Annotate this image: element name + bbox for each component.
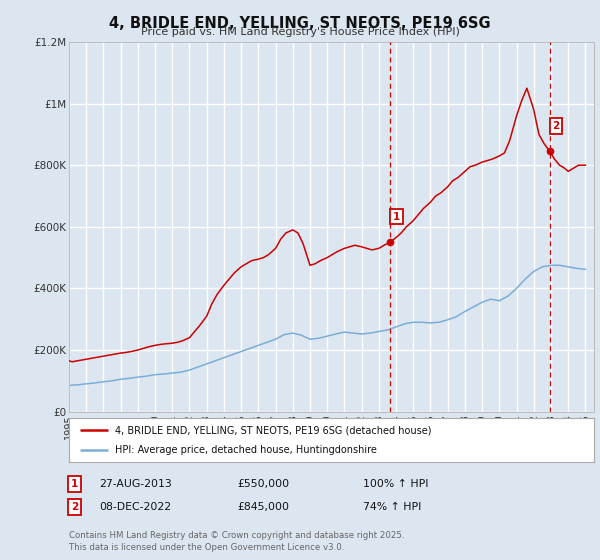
Text: 27-AUG-2013: 27-AUG-2013 — [99, 479, 172, 489]
Text: 2: 2 — [553, 121, 560, 131]
Text: 74% ↑ HPI: 74% ↑ HPI — [363, 502, 421, 512]
Text: HPI: Average price, detached house, Huntingdonshire: HPI: Average price, detached house, Hunt… — [115, 445, 377, 455]
Text: Price paid vs. HM Land Registry's House Price Index (HPI): Price paid vs. HM Land Registry's House … — [140, 27, 460, 37]
Text: 1: 1 — [392, 212, 400, 222]
Text: £550,000: £550,000 — [237, 479, 289, 489]
Text: 4, BRIDLE END, YELLING, ST NEOTS, PE19 6SG (detached house): 4, BRIDLE END, YELLING, ST NEOTS, PE19 6… — [115, 425, 432, 435]
Text: £845,000: £845,000 — [237, 502, 289, 512]
Text: 1: 1 — [71, 479, 78, 489]
Text: 2: 2 — [71, 502, 78, 512]
Text: 100% ↑ HPI: 100% ↑ HPI — [363, 479, 428, 489]
Text: Contains HM Land Registry data © Crown copyright and database right 2025.
This d: Contains HM Land Registry data © Crown c… — [69, 531, 404, 552]
Text: 4, BRIDLE END, YELLING, ST NEOTS, PE19 6SG: 4, BRIDLE END, YELLING, ST NEOTS, PE19 6… — [109, 16, 491, 31]
Text: 08-DEC-2022: 08-DEC-2022 — [99, 502, 171, 512]
